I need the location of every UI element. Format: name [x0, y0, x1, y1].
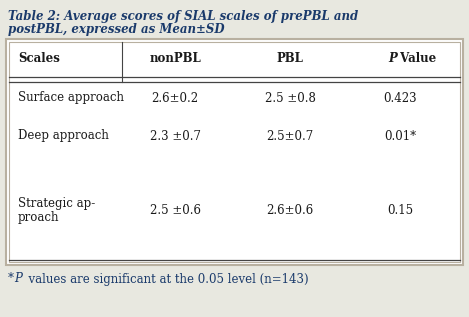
Text: 2.6±0.6: 2.6±0.6: [266, 204, 314, 217]
Text: Scales: Scales: [18, 53, 60, 66]
Text: P: P: [388, 53, 397, 66]
Text: 0.423: 0.423: [383, 92, 417, 105]
Text: Value: Value: [396, 53, 436, 66]
Text: 2.6±0.2: 2.6±0.2: [151, 92, 198, 105]
Bar: [9, 42, 460, 262]
Text: 2.3 ±0.7: 2.3 ±0.7: [150, 130, 201, 143]
Text: P: P: [14, 273, 22, 286]
Text: 2.5 ±0.6: 2.5 ±0.6: [150, 204, 201, 217]
Text: *: *: [8, 273, 14, 286]
Text: 2.5 ±0.8: 2.5 ±0.8: [265, 92, 316, 105]
Text: postPBL, expressed as Mean±SD: postPBL, expressed as Mean±SD: [8, 23, 225, 36]
Text: nonPBL: nonPBL: [149, 53, 201, 66]
Text: proach: proach: [18, 210, 60, 223]
Bar: [6, 39, 463, 265]
Text: values are significant at the 0.05 level (n=143): values are significant at the 0.05 level…: [21, 273, 309, 286]
Text: Deep approach: Deep approach: [18, 130, 109, 143]
Text: Strategic ap-: Strategic ap-: [18, 197, 95, 210]
Text: Table 2: Average scores of SIAL scales of prePBL and: Table 2: Average scores of SIAL scales o…: [8, 10, 358, 23]
Text: Surface approach: Surface approach: [18, 92, 124, 105]
Text: PBL: PBL: [277, 53, 303, 66]
Text: 2.5±0.7: 2.5±0.7: [266, 130, 314, 143]
Text: 0.15: 0.15: [387, 204, 413, 217]
Text: 0.01*: 0.01*: [384, 130, 416, 143]
